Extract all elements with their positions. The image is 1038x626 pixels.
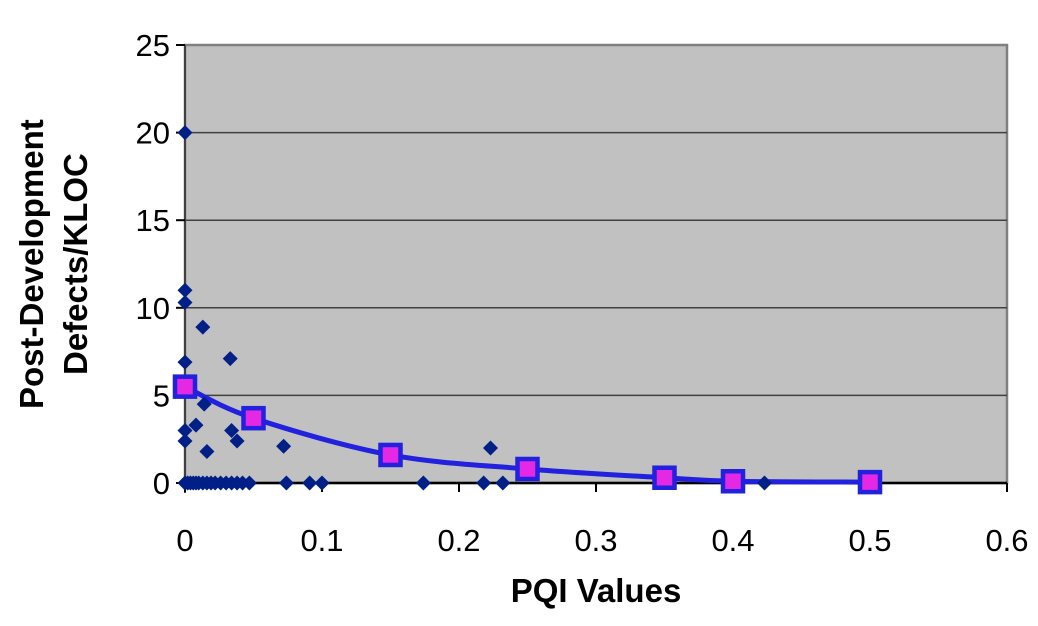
y-axis-title-line1: Post-Development — [13, 119, 50, 409]
trend-marker-square — [857, 469, 883, 495]
y-axis-title-line2: Defects/KLOC — [57, 153, 94, 375]
x-axis-title: PQI Values — [510, 572, 682, 609]
scatter-point-diamond — [229, 433, 245, 449]
x-tick-label: 0.5 — [848, 523, 891, 558]
trend-marker-square — [378, 442, 403, 468]
trend-marker-square — [652, 465, 677, 490]
scatter-point-diamond — [177, 282, 193, 298]
y-tick-label: 25 — [136, 28, 170, 63]
scatter-point-diamond — [302, 475, 318, 491]
y-tick-label: 15 — [136, 203, 170, 238]
y-tick-label: 5 — [153, 378, 170, 413]
scatter-point-diamond — [276, 438, 292, 454]
scatter-point-diamond — [314, 475, 330, 491]
scatter-point-diamond — [177, 422, 193, 438]
scatter-point-diamond — [224, 422, 240, 438]
scatter-point-diamond — [757, 475, 773, 491]
trend-marker-square — [241, 405, 266, 431]
trend-marker-square — [515, 456, 540, 482]
scatter-point-diamond — [177, 354, 193, 370]
scatter-point-diamond — [278, 475, 294, 491]
plot-area — [183, 43, 1009, 485]
trend-marker-square — [172, 374, 198, 399]
scatter-point-diamond — [199, 443, 215, 459]
scatter-point-diamond — [415, 475, 431, 491]
scatter-point-diamond — [177, 125, 193, 141]
x-tick-label: 0 — [176, 523, 193, 558]
scatter-point-diamond — [483, 440, 499, 456]
x-tick-label: 0.2 — [437, 523, 480, 558]
scatter-point-diamond — [177, 433, 193, 449]
scatter-point-diamond — [222, 351, 238, 367]
y-tick-label: 20 — [136, 116, 170, 151]
x-tick-label: 0.3 — [574, 523, 617, 558]
scatter-point-diamond — [195, 319, 211, 335]
y-tick-label: 0 — [153, 466, 170, 501]
y-axis-title: Post-Development Defects/KLOC — [10, 45, 98, 483]
x-tick-label: 0.1 — [300, 523, 343, 558]
scatter-point-diamond — [476, 475, 492, 491]
scatter-point-diamond — [196, 396, 212, 412]
trend-marker-square — [720, 468, 746, 494]
x-tick-label: 0.6 — [985, 523, 1028, 558]
scatter-point-diamond — [241, 475, 257, 491]
y-tick-label: 10 — [136, 291, 170, 326]
scatter-point-diamond — [177, 295, 193, 311]
x-tick-label: 0.4 — [711, 523, 754, 558]
scatter-point-diamond — [495, 475, 511, 491]
scatter-point-diamond — [188, 417, 204, 433]
